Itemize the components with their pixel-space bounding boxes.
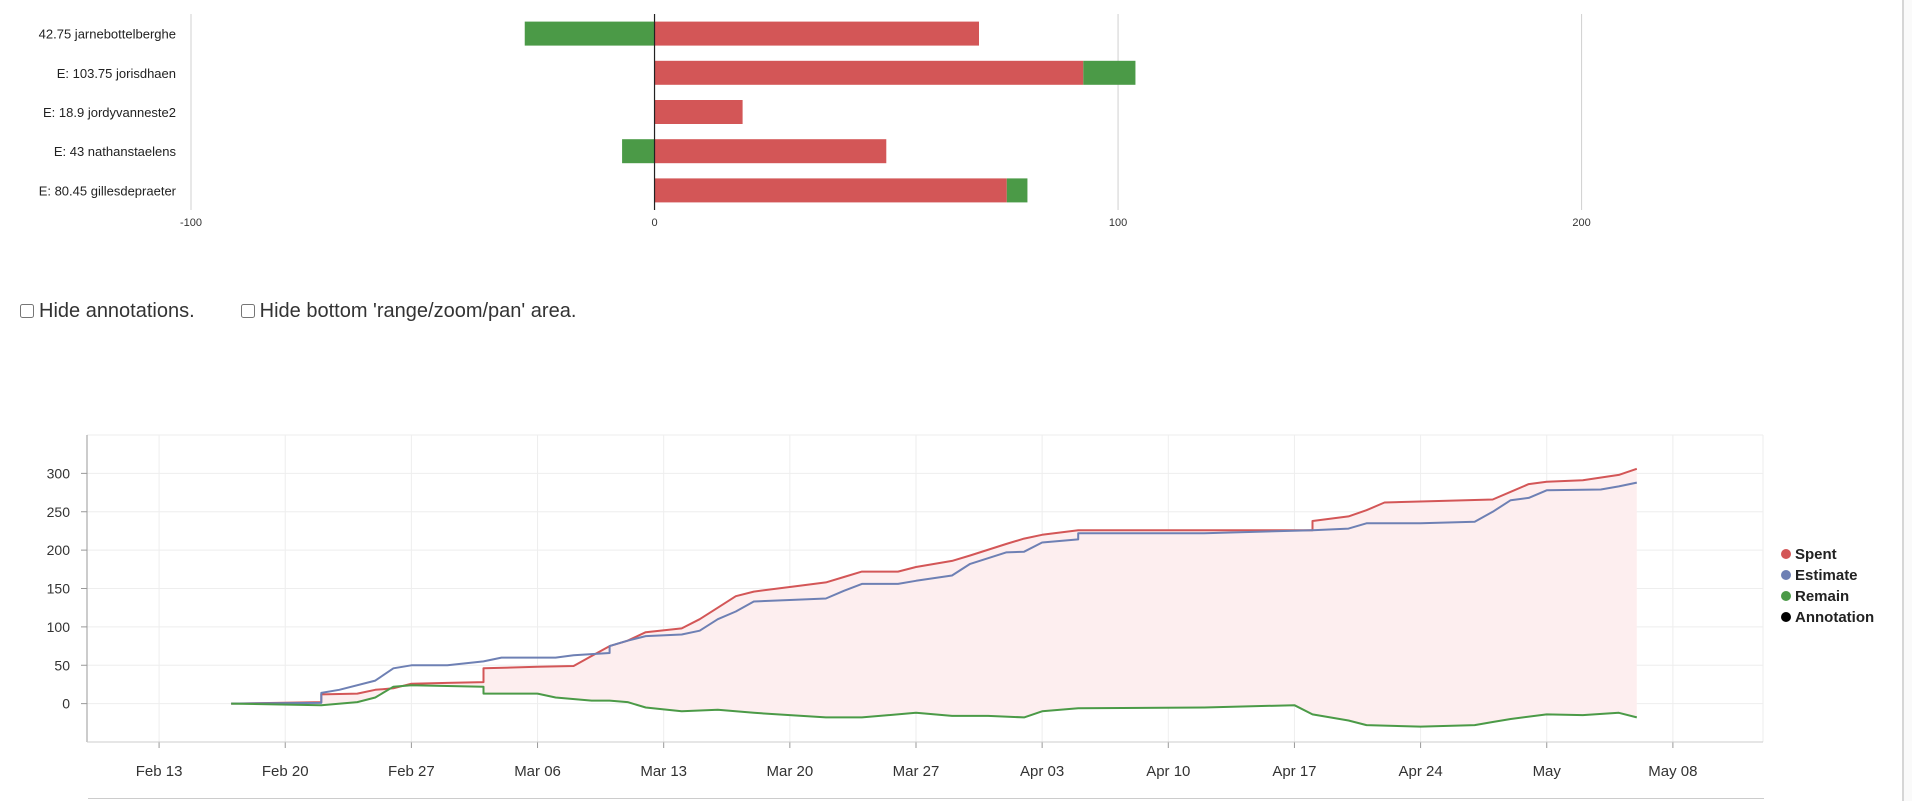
bar-category-label: E: 43 nathanstaelens xyxy=(54,144,177,159)
line-y-tick-label: 50 xyxy=(54,657,70,673)
line-x-tick-label: Mar 06 xyxy=(514,763,561,780)
line-x-tick-label: Feb 20 xyxy=(262,763,309,780)
line-x-tick-label: Mar 13 xyxy=(640,763,687,780)
legend-marker xyxy=(1781,612,1791,622)
legend-label: Spent xyxy=(1795,546,1837,563)
legend-label: Remain xyxy=(1795,588,1849,605)
legend-item-spent[interactable]: Spent xyxy=(1781,546,1837,563)
bar-remain xyxy=(1006,178,1028,203)
line-x-tick-label: Apr 03 xyxy=(1020,763,1064,780)
bar-x-tick-label: -100 xyxy=(180,217,202,229)
page-scrollbar[interactable] xyxy=(1902,0,1912,801)
bar-spent xyxy=(654,178,1007,203)
legend-item-remain[interactable]: Remain xyxy=(1781,588,1849,605)
line-x-tick-label: May xyxy=(1533,763,1562,780)
bar-spent xyxy=(654,100,743,124)
line-x-tick-label: Feb 13 xyxy=(136,763,183,780)
hide-annotations-label: Hide annotations. xyxy=(39,299,195,322)
chart-options: Hide annotations. Hide bottom 'range/zoo… xyxy=(20,298,622,324)
line-x-tick-label: May 08 xyxy=(1648,763,1697,780)
legend-item-estimate[interactable]: Estimate xyxy=(1781,567,1858,584)
bar-remain xyxy=(622,139,655,164)
estimate-line xyxy=(231,481,1638,705)
line-x-tick-label: Apr 17 xyxy=(1272,763,1316,780)
spent-remain-area xyxy=(231,468,1637,727)
line-y-tick-label: 200 xyxy=(47,542,71,558)
legend-marker xyxy=(1781,570,1791,580)
legend-marker xyxy=(1781,591,1791,601)
line-x-tick-label: Apr 10 xyxy=(1146,763,1190,780)
hide-range-area-checkbox[interactable] xyxy=(240,304,255,318)
line-x-tick-label: Mar 27 xyxy=(893,763,940,780)
hide-range-area-option[interactable]: Hide bottom 'range/zoom/pan' area. xyxy=(240,299,577,323)
bar-x-tick-label: 200 xyxy=(1572,217,1590,229)
line-y-tick-label: 300 xyxy=(47,465,71,481)
bar-category-label: E: 18.9 jordyvanneste2 xyxy=(43,105,176,120)
remain-line xyxy=(231,684,1638,728)
spent-line xyxy=(231,467,1638,705)
bar-x-tick-label: 0 xyxy=(651,217,657,229)
bar-category-label: 42.75 jarnebottelberghe xyxy=(39,27,176,42)
bar-x-tick-label: 100 xyxy=(1109,217,1127,229)
line-x-tick-label: Feb 27 xyxy=(388,763,435,780)
line-y-tick-label: 0 xyxy=(62,696,70,712)
bar-remain xyxy=(524,21,655,46)
legend-marker xyxy=(1781,549,1791,559)
team-balance-bar-chart: -100 0 100 200 42.75 jarnebottelberghe E: 103… xyxy=(39,14,1591,229)
bar-category-label: E: 103.75 jorisdhaen xyxy=(57,66,176,81)
legend-label: Annotation xyxy=(1795,609,1874,626)
bar-remain xyxy=(1083,60,1136,85)
hide-range-area-label: Hide bottom 'range/zoom/pan' area. xyxy=(259,299,577,322)
bar-category-label: E: 80.45 gillesdepraeter xyxy=(39,183,177,198)
legend-label: Estimate xyxy=(1795,567,1858,584)
line-x-tick-label: Apr 24 xyxy=(1398,763,1442,780)
line-y-tick-label: 250 xyxy=(47,504,71,520)
bar-spent xyxy=(654,139,887,164)
hide-annotations-option[interactable]: Hide annotations. xyxy=(20,300,195,323)
line-y-tick-label: 150 xyxy=(47,581,71,597)
hide-annotations-checkbox[interactable] xyxy=(20,304,34,318)
line-y-tick-label: 100 xyxy=(47,619,71,635)
legend-item-annotation[interactable]: Annotation xyxy=(1781,609,1874,626)
bar-spent xyxy=(654,21,979,46)
range-area-divider xyxy=(88,798,1764,799)
line-x-tick-label: Mar 20 xyxy=(766,763,813,780)
bar-spent xyxy=(654,60,1084,85)
